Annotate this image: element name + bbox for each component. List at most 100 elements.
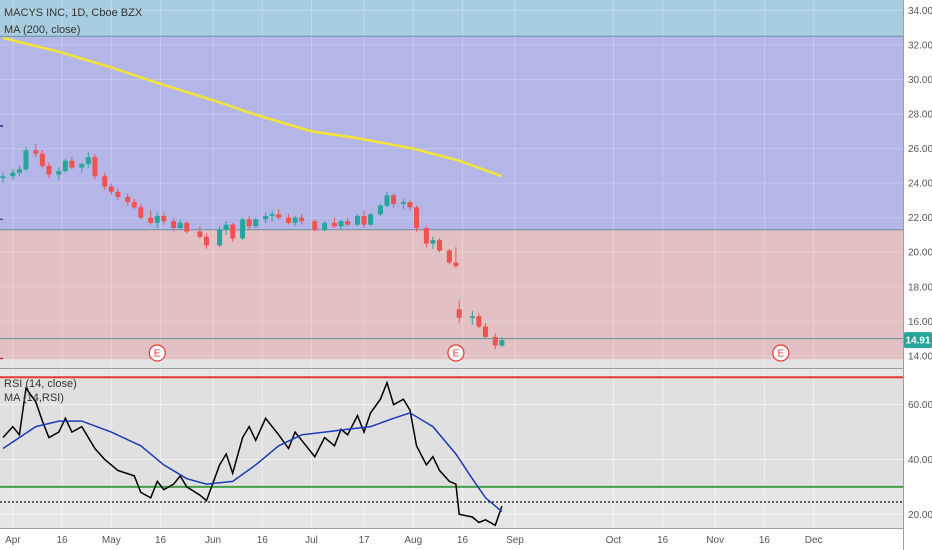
- candle: [469, 310, 475, 325]
- price-band-1: [0, 36, 903, 230]
- candle: [446, 248, 452, 265]
- candle: [16, 165, 22, 177]
- price-axis[interactable]: 34.00 32.00 30.00 28.00 26.00 24.00 22.00 20.00…: [903, 0, 932, 550]
- candle-body: [171, 221, 177, 229]
- candle: [263, 212, 269, 223]
- candle: [79, 162, 85, 173]
- rsi-band: [0, 377, 903, 487]
- candle-body: [391, 195, 397, 204]
- price-tick-label: 34.00: [908, 6, 932, 17]
- price-axis-bg: [903, 0, 932, 550]
- price-tick-label: 30.00: [908, 75, 932, 86]
- horizontal-levels: [0, 35, 903, 340]
- candle-body: [345, 221, 351, 225]
- time-tick-label: 16: [457, 535, 469, 546]
- candle: [292, 215, 298, 227]
- last-price-bg: [904, 332, 932, 349]
- candle-body: [240, 219, 246, 239]
- candle-body: [322, 222, 328, 230]
- candle-body: [154, 215, 160, 223]
- candle-body: [138, 207, 144, 218]
- rsi-series: [2, 380, 503, 527]
- candle-body: [79, 164, 85, 168]
- candle-body: [23, 150, 29, 170]
- candle-body: [217, 229, 223, 246]
- candle-body: [482, 326, 488, 337]
- candle: [154, 212, 160, 229]
- candle: [354, 214, 360, 227]
- candle: [377, 203, 383, 216]
- candle-body: [92, 157, 98, 177]
- earnings-marker[interactable]: E: [447, 344, 465, 362]
- time-tick-label: 16: [257, 535, 269, 546]
- price-band-3: [0, 359, 903, 368]
- time-tick-label: Aug: [404, 535, 422, 546]
- candle: [69, 157, 75, 170]
- candle-body: [230, 224, 236, 239]
- candle-body: [62, 160, 68, 172]
- candle: [131, 198, 137, 210]
- candle-body: [476, 316, 482, 327]
- candle: [115, 188, 121, 201]
- time-tick-label: 17: [358, 535, 370, 546]
- time-tick-label: 16: [657, 535, 669, 546]
- candle: [184, 221, 190, 234]
- rsi-pane[interactable]: RSI (14, close) MA (14,RSI): [0, 369, 932, 529]
- candle-body: [263, 215, 269, 220]
- candle: [33, 143, 39, 158]
- candle: [85, 152, 91, 168]
- candle: [276, 209, 282, 220]
- candle-body: [10, 172, 16, 177]
- candle-body: [446, 250, 452, 263]
- candle-body: [197, 231, 203, 237]
- candle-body: [85, 157, 91, 165]
- candle-body: [246, 219, 252, 227]
- candle-body: [456, 309, 462, 318]
- rsi-indicator-label: RSI (14, close): [4, 378, 77, 390]
- candle: [338, 219, 344, 230]
- candle: [492, 333, 498, 349]
- candle: [171, 217, 177, 232]
- candle-body: [430, 240, 436, 244]
- candle: [286, 214, 292, 225]
- earnings-marker[interactable]: E: [148, 344, 166, 362]
- candle-body: [377, 205, 383, 215]
- rsi-grid: [0, 369, 903, 528]
- candle-body: [177, 222, 183, 229]
- rsi-tick-label: 40.00: [908, 455, 932, 466]
- candle-body: [56, 171, 62, 175]
- rsi-tick-label: 20.00: [908, 510, 932, 521]
- earnings-marker[interactable]: E: [772, 344, 790, 362]
- price-pane[interactable]: E E E MACYS INC, 1D, Cboe BZX MA (200, clo…: [0, 0, 932, 369]
- time-tick-label: May: [102, 535, 121, 546]
- candle-body: [276, 214, 282, 218]
- candle-body: [286, 217, 292, 223]
- candle-body: [16, 169, 22, 173]
- earnings-label: E: [453, 349, 460, 360]
- rsi-axis[interactable]: 60.00 40.00 20.00: [908, 400, 932, 521]
- candle: [368, 212, 374, 227]
- price-tick-label: 18.00: [908, 282, 932, 293]
- candle: [456, 300, 462, 324]
- rsi-tick-label: 60.00: [908, 400, 932, 411]
- price-band-2: [0, 229, 903, 360]
- candle-body: [423, 228, 429, 244]
- candle: [177, 219, 183, 230]
- time-axis[interactable]: Apr 16 May 16 Jun 16 Jul 17 Aug 16 Sep Oct 16 Nov 16 De…: [0, 535, 823, 546]
- grid-lines: [0, 9, 903, 357]
- candle: [217, 226, 223, 248]
- earnings-circle: [148, 344, 166, 362]
- price-tick-label: 24.00: [908, 179, 932, 190]
- candle-body: [368, 214, 374, 225]
- candle: [391, 193, 397, 208]
- candle: [430, 236, 436, 249]
- candle: [56, 167, 62, 180]
- candle-body: [184, 222, 190, 232]
- candle: [345, 217, 351, 227]
- candle-body: [253, 219, 259, 227]
- rsi-series-1: [2, 412, 503, 513]
- last-price-label: 14.91: [905, 336, 930, 347]
- time-tick-label: Oct: [606, 535, 622, 546]
